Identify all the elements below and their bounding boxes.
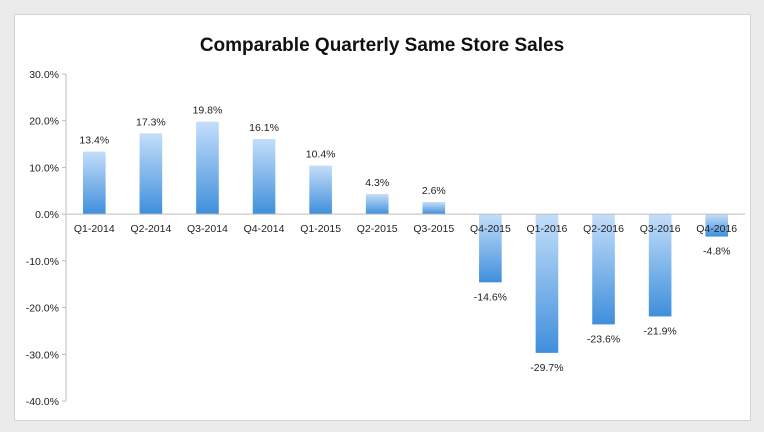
category-label: Q2-2014 [130,223,171,235]
data-label: -14.6% [474,291,507,303]
category-label: Q2-2016 [583,223,624,235]
bars [82,121,729,353]
bar-q2-2015 [365,194,389,215]
data-label: 16.1% [249,122,279,134]
y-tick-label: -30.0% [26,349,59,361]
data-label: -23.6% [587,333,620,345]
data-labels: 13.4% 17.3% 19.8% 16.1% 10.4% 4.3% 2.6% -14.6% -… [79,105,730,374]
bar-q3-2016 [648,214,672,317]
bar-q1-2015 [309,165,332,215]
data-label: -21.9% [643,325,676,337]
data-label: 4.3% [365,177,389,189]
chart-title: Comparable Quarterly Same Store Sales [200,35,564,56]
y-tick-label: 20.0% [29,116,59,128]
category-label: Q1-2016 [527,223,568,235]
y-tick-label: -20.0% [26,303,59,315]
y-tick-label: 0.0% [35,209,59,221]
category-label: Q3-2015 [413,223,454,235]
data-label: 13.4% [79,135,109,147]
bar-q4-2014 [252,138,276,215]
bar-chart: Comparable Quarterly Same Store Sales 30… [26,35,745,408]
chart-frame: Comparable Quarterly Same Store Sales 30… [14,14,751,421]
y-tick-label: -40.0% [26,396,59,408]
category-label: Q4-2015 [470,223,511,235]
category-label: Q2-2015 [357,223,398,235]
bar-q4-2015 [479,214,502,283]
y-tick-label: 30.0% [29,69,59,81]
bar-q2-2014 [139,133,163,215]
category-label: Q3-2016 [640,223,681,235]
category-label: Q1-2015 [300,223,341,235]
bar-q3-2015 [422,201,446,215]
y-tick-label: 10.0% [29,162,59,174]
data-label: 2.6% [422,185,446,197]
bar-q4-2016 [705,214,729,237]
y-tick-label: -10.0% [26,256,59,268]
data-label: 19.8% [193,105,223,117]
category-label: Q4-2016 [696,223,737,235]
data-label: -29.7% [530,362,563,374]
category-label: Q4-2014 [244,223,285,235]
bar-q1-2014 [82,151,106,215]
bar-q2-2016 [592,214,615,325]
category-label: Q1-2014 [74,223,115,235]
y-axis: 30.0% 20.0% 10.0% 0.0% -10.0% -20.0% -30.0% -40… [26,69,67,408]
data-label: 17.3% [136,116,166,128]
bar-q3-2014 [196,121,219,215]
category-labels: Q1-2014 Q2-2014 Q3-2014 Q4-2014 Q1-2015 Q2-20… [74,223,737,235]
data-label: -4.8% [703,246,730,258]
category-label: Q3-2014 [187,223,228,235]
data-label: 10.4% [306,149,336,161]
bar-q1-2016 [535,214,559,353]
